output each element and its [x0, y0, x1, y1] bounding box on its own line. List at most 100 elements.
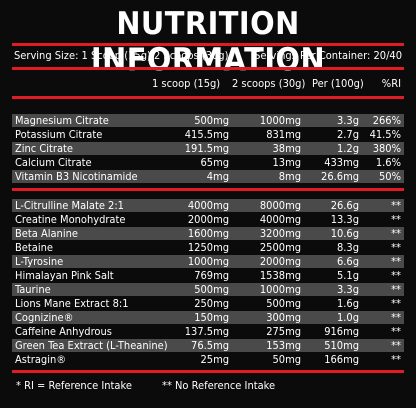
ingredient-name: Green Tea Extract (L-Theanine): [15, 339, 168, 352]
ri-percent: **: [391, 339, 401, 352]
column-header-per100: Per (100g): [312, 77, 364, 90]
table-row: Beta Alanine 1600mg 3200mg 10.6g **: [12, 227, 404, 240]
header-divider: [12, 96, 404, 99]
panel-title: NUTRITION INFORMATION: [90, 6, 326, 78]
one-scoop-amount: 250mg: [194, 297, 229, 310]
ingredient-name: Lions Mane Extract 8:1: [15, 297, 129, 310]
one-scoop-amount: 25mg: [200, 353, 229, 366]
ri-percent: 41.5%: [369, 128, 401, 141]
per-100g-amount: 10.6g: [330, 227, 359, 240]
ingredient-name: Astragin®: [15, 353, 67, 366]
table-row: Taurine 500mg 1000mg 3.3g **: [12, 283, 404, 296]
per-100g-amount: 2.7g: [336, 128, 359, 141]
ingredient-name: L-Tyrosine: [15, 255, 64, 268]
one-scoop-amount: 1000mg: [187, 255, 229, 268]
ingredient-name: Beta Alanine: [15, 227, 78, 240]
two-scoop-amount: 50mg: [272, 353, 301, 366]
ri-percent: 266%: [372, 114, 401, 127]
per-100g-amount: 6.6g: [336, 255, 359, 268]
table-row: Betaine 1250mg 2500mg 8.3g **: [12, 241, 404, 254]
two-scoop-amount: 831mg: [266, 128, 301, 141]
ri-percent: **: [391, 353, 401, 366]
footer-divider: [12, 370, 404, 373]
two-scoop-amount: 2500mg: [259, 241, 301, 254]
one-scoop-amount: 150mg: [194, 311, 229, 324]
table-row: Himalayan Pink Salt 769mg 1538mg 5.1g **: [12, 269, 404, 282]
ri-percent: 50%: [379, 170, 401, 183]
per-100g-amount: 13.3g: [330, 213, 359, 226]
one-scoop-amount: 4000mg: [187, 199, 229, 212]
two-scoop-amount: 13mg: [272, 156, 301, 169]
ingredient-name: Creatine Monohydrate: [15, 213, 126, 226]
ri-percent: **: [391, 227, 401, 240]
per-100g-amount: 1.0g: [336, 311, 359, 324]
serving-size: Serving Size: 1 Scoop (15g) 2 Scoops (30…: [14, 49, 229, 62]
one-scoop-amount: 137.5mg: [184, 325, 229, 338]
one-scoop-amount: 500mg: [194, 114, 229, 127]
ri-percent: 380%: [372, 142, 401, 155]
column-header-row: 1 scoop (15g) 2 scoops (30g) Per (100g) …: [12, 76, 404, 92]
table-row: Vitamin B3 Nicotinamide 4mg 8mg 26.6mg 50%: [12, 170, 404, 183]
ri-percent: **: [391, 213, 401, 226]
one-scoop-amount: 1600mg: [187, 227, 229, 240]
serving-divider: [12, 67, 404, 70]
per-100g-amount: 3.3g: [336, 114, 359, 127]
ingredient-name: Himalayan Pink Salt: [15, 269, 114, 282]
two-scoop-amount: 4000mg: [259, 213, 301, 226]
column-header-scoop2: 2 scoops (30g): [232, 77, 306, 90]
two-scoop-amount: 300mg: [266, 311, 301, 324]
table-row: L-Tyrosine 1000mg 2000mg 6.6g **: [12, 255, 404, 268]
ingredient-name: Betaine: [15, 241, 53, 254]
two-scoop-amount: 500mg: [266, 297, 301, 310]
ingredient-name: Potassium Citrate: [15, 128, 103, 141]
one-scoop-amount: 4mg: [206, 170, 229, 183]
ingredient-name: Calcium Citrate: [15, 156, 92, 169]
ri-percent: **: [391, 199, 401, 212]
two-scoop-amount: 1000mg: [259, 283, 301, 296]
ingredient-name: Zinc Citrate: [15, 142, 74, 155]
ingredient-name: Caffeine Anhydrous: [15, 325, 112, 338]
column-header-scoop1: 1 scoop (15g): [152, 77, 221, 90]
ingredient-name: Cognizine®: [15, 311, 74, 324]
two-scoop-amount: 275mg: [266, 325, 301, 338]
one-scoop-amount: 415.5mg: [184, 128, 229, 141]
two-scoop-amount: 38mg: [272, 142, 301, 155]
one-scoop-amount: 1250mg: [187, 241, 229, 254]
table-row: Caffeine Anhydrous 137.5mg 275mg 916mg **: [12, 325, 404, 338]
table-row: Astragin® 25mg 50mg 166mg **: [12, 353, 404, 366]
ingredient-name: Vitamin B3 Nicotinamide: [15, 170, 138, 183]
per-100g-amount: 916mg: [324, 325, 359, 338]
ri-percent: 1.6%: [375, 156, 401, 169]
table-row: Cognizine® 150mg 300mg 1.0g **: [12, 311, 404, 324]
ingredient-name: Taurine: [15, 283, 51, 296]
two-scoop-amount: 8mg: [278, 170, 301, 183]
ri-percent: **: [391, 283, 401, 296]
one-scoop-amount: 2000mg: [187, 213, 229, 226]
ingredient-name: Magnesium Citrate: [15, 114, 109, 127]
serving-info: Serving Size: 1 Scoop (15g) 2 Scoops (30…: [12, 48, 404, 64]
table-row: Calcium Citrate 65mg 13mg 433mg 1.6%: [12, 156, 404, 169]
per-100g-amount: 1.2g: [336, 142, 359, 155]
two-scoop-amount: 1538mg: [259, 269, 301, 282]
one-scoop-amount: 769mg: [194, 269, 229, 282]
table-row: Magnesium Citrate 500mg 1000mg 3.3g 266%: [12, 114, 404, 127]
ri-percent: **: [391, 241, 401, 254]
table-row: L-Citrulline Malate 2:1 4000mg 8000mg 26.6g…: [12, 199, 404, 212]
one-scoop-amount: 191.5mg: [184, 142, 229, 155]
per-100g-amount: 166mg: [324, 353, 359, 366]
table-row: Green Tea Extract (L-Theanine) 76.5mg 153m…: [12, 339, 404, 352]
no-ri-note: ** No Reference Intake: [162, 379, 276, 392]
two-scoop-amount: 153mg: [266, 339, 301, 352]
table-row: Potassium Citrate 415.5mg 831mg 2.7g 41.5%: [12, 128, 404, 141]
one-scoop-amount: 65mg: [200, 156, 229, 169]
ri-percent: **: [391, 311, 401, 324]
per-100g-amount: 510mg: [324, 339, 359, 352]
two-scoop-amount: 3200mg: [259, 227, 301, 240]
per-100g-amount: 8.3g: [336, 241, 359, 254]
table-row: Lions Mane Extract 8:1 250mg 500mg 1.6g **: [12, 297, 404, 310]
servings-per-container: Servings Per Container: 20/40: [254, 49, 402, 62]
one-scoop-amount: 76.5mg: [191, 339, 229, 352]
per-100g-amount: 5.1g: [336, 269, 359, 282]
two-scoop-amount: 2000mg: [259, 255, 301, 268]
table-row: Creatine Monohydrate 2000mg 4000mg 13.3g **: [12, 213, 404, 226]
